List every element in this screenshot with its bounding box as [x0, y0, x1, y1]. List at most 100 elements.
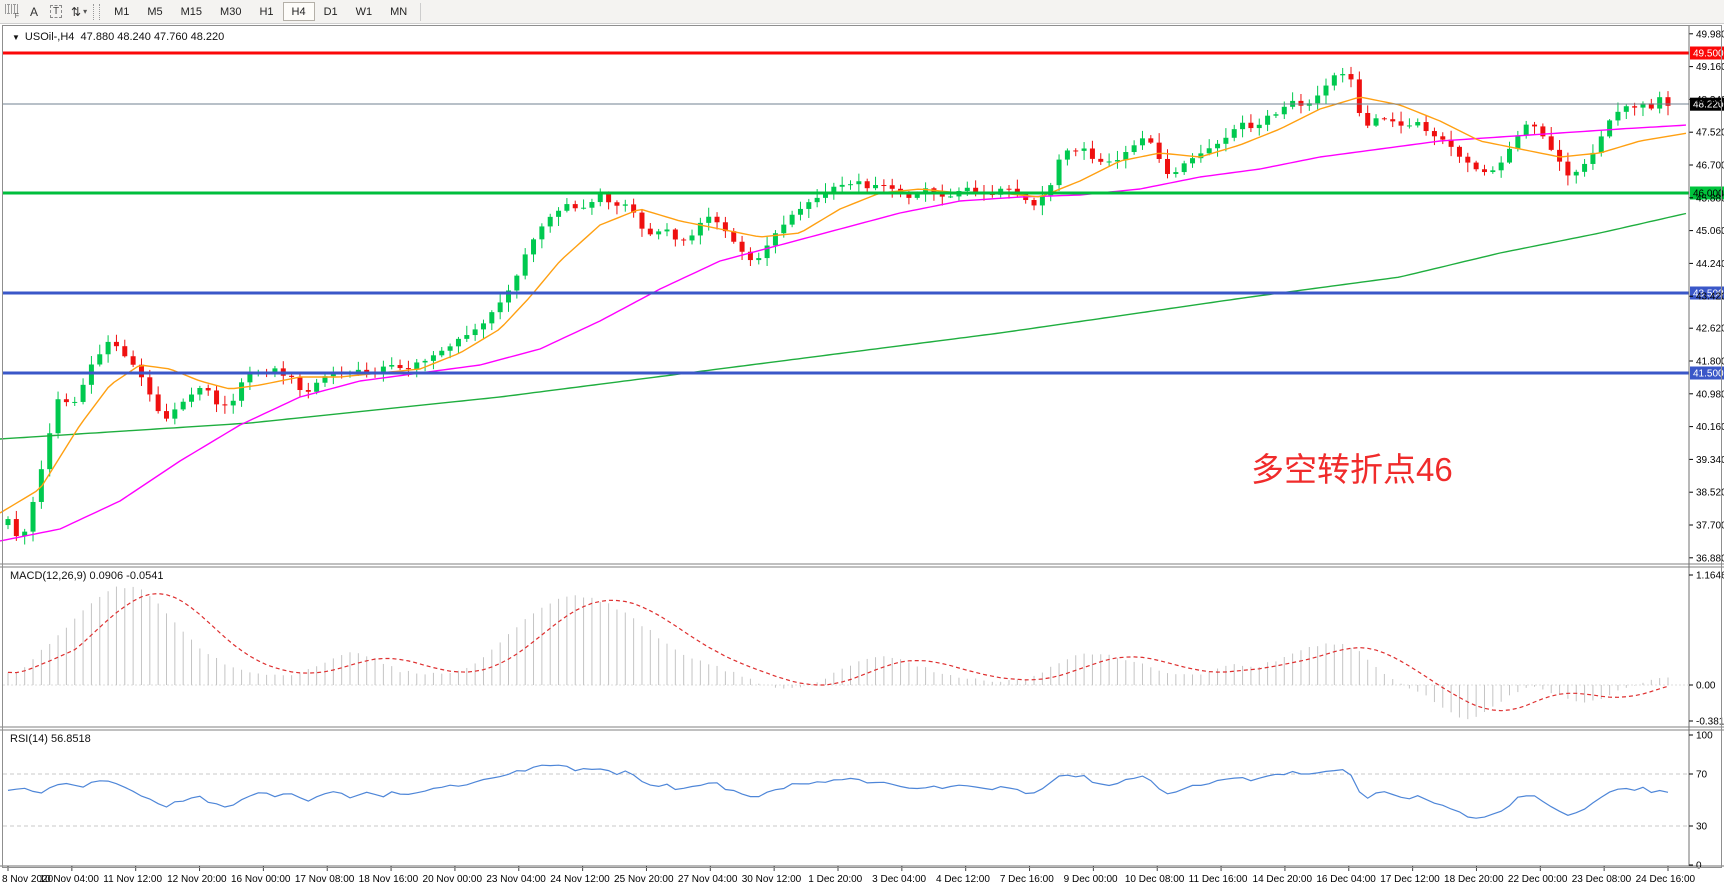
- ma-slow-line: [0, 212, 1687, 440]
- svg-text:48.340: 48.340: [1696, 95, 1724, 106]
- svg-text:17 Dec 12:00: 17 Dec 12:00: [1380, 874, 1440, 885]
- svg-text:11 Dec 16:00: 11 Dec 16:00: [1189, 874, 1248, 885]
- svg-text:37.700: 37.700: [1696, 521, 1724, 532]
- timeframe-h4-button[interactable]: H4: [282, 2, 315, 21]
- timeframe-m30-button[interactable]: M30: [211, 2, 250, 21]
- timeframe-w1-button[interactable]: W1: [347, 2, 382, 21]
- svg-text:7 Dec 16:00: 7 Dec 16:00: [1000, 874, 1054, 885]
- svg-text:46.700: 46.700: [1696, 161, 1724, 172]
- svg-text:41.800: 41.800: [1696, 357, 1724, 368]
- svg-text:14 Dec 20:00: 14 Dec 20:00: [1253, 874, 1313, 885]
- svg-text:49.500: 49.500: [1693, 49, 1724, 60]
- svg-text:43.500: 43.500: [1693, 289, 1724, 300]
- chevron-down-icon: ▾: [83, 7, 88, 16]
- svg-text:43.420: 43.420: [1696, 292, 1724, 303]
- toolbar-f-label: F: [14, 12, 19, 20]
- toolbar: F A T ⇅ ▾ M1 M5 M15 M30 H1 H4 D1 W1 MN: [0, 0, 1724, 24]
- macd-signal-line: [7, 592, 1669, 712]
- price-scale-badges: 49.500 48.220 46.000 43.500 41.500: [1690, 46, 1724, 380]
- svg-text:44.240: 44.240: [1696, 259, 1724, 270]
- svg-text:10 Dec 08:00: 10 Dec 08:00: [1125, 874, 1185, 885]
- timeframe-mn-button[interactable]: MN: [381, 2, 416, 21]
- svg-text:3 Dec 04:00: 3 Dec 04:00: [872, 874, 926, 885]
- macd-panel: 1.1646 0.00 -0.3812: [3, 571, 1724, 728]
- svg-text:1.1646: 1.1646: [1696, 571, 1724, 582]
- svg-text:18 Dec 20:00: 18 Dec 20:00: [1444, 874, 1504, 885]
- svg-text:24 Dec 16:00: 24 Dec 16:00: [1636, 874, 1696, 885]
- ma-mid-line: [0, 124, 1687, 542]
- svg-text:30 Nov 12:00: 30 Nov 12:00: [742, 874, 802, 885]
- svg-text:0.00: 0.00: [1696, 681, 1716, 692]
- svg-text:36.880: 36.880: [1696, 553, 1724, 564]
- svg-text:-0.3812: -0.3812: [1696, 717, 1724, 728]
- price-scale: 49.980 49.160 48.340 47.520 46.700 45.880 45.0…: [1689, 29, 1724, 564]
- price-badge-41.500: [1690, 366, 1724, 380]
- symbol-ohlc-title: USOil-,H4 47.880 48.240 47.760 48.220: [24, 31, 225, 43]
- price-badge-48.220: [1690, 97, 1724, 111]
- svg-text:10 Nov 04:00: 10 Nov 04:00: [39, 874, 99, 885]
- toolbar-separator: [420, 2, 422, 21]
- svg-text:11 Nov 12:00: 11 Nov 12:00: [103, 874, 162, 885]
- svg-text:23 Dec 08:00: 23 Dec 08:00: [1572, 874, 1632, 885]
- svg-text:49.980: 49.980: [1696, 29, 1724, 40]
- candles: [5, 66, 1671, 545]
- toolbar-drag-handle-icon[interactable]: F: [5, 3, 19, 20]
- svg-text:40.160: 40.160: [1696, 422, 1724, 433]
- timeframe-h1-button[interactable]: H1: [250, 2, 282, 21]
- svg-text:9 Dec 00:00: 9 Dec 00:00: [1064, 874, 1118, 885]
- svg-text:8 Nov 2020: 8 Nov 2020: [2, 874, 54, 885]
- arrows-tool-button[interactable]: ⇅ ▾: [67, 2, 91, 22]
- letter-t-icon: T: [49, 5, 63, 18]
- panel-dividers: [0, 26, 1724, 867]
- svg-text:4 Dec 12:00: 4 Dec 12:00: [936, 874, 990, 885]
- svg-text:23 Nov 04:00: 23 Nov 04:00: [486, 874, 546, 885]
- svg-text:70: 70: [1696, 770, 1708, 781]
- price-badge-43.500: [1690, 286, 1724, 300]
- svg-text:42.620: 42.620: [1696, 324, 1724, 335]
- svg-text:25 Nov 20:00: 25 Nov 20:00: [614, 874, 674, 885]
- timeframe-m5-button[interactable]: M5: [138, 2, 171, 21]
- svg-text:12 Nov 20:00: 12 Nov 20:00: [167, 874, 227, 885]
- svg-text:0: 0: [1696, 861, 1702, 872]
- svg-text:45.880: 45.880: [1696, 193, 1724, 204]
- symbol-dropdown-icon[interactable]: ▼: [12, 32, 20, 42]
- svg-text:18 Nov 16:00: 18 Nov 16:00: [359, 874, 419, 885]
- svg-text:39.340: 39.340: [1696, 455, 1724, 466]
- svg-text:27 Nov 04:00: 27 Nov 04:00: [678, 874, 738, 885]
- timeframe-m15-button[interactable]: M15: [172, 2, 211, 21]
- svg-text:30: 30: [1696, 822, 1708, 833]
- svg-text:41.500: 41.500: [1693, 369, 1724, 380]
- arrows-icon: ⇅: [71, 4, 82, 19]
- price-badge-46.000: [1690, 186, 1724, 200]
- svg-text:49.160: 49.160: [1696, 62, 1724, 73]
- ma-fast-line: [0, 96, 1687, 514]
- svg-text:46.000: 46.000: [1693, 189, 1724, 200]
- chart-canvas[interactable]: 49.500 48.220 46.000 43.500 41.500 49.980 49.1…: [0, 25, 1724, 893]
- toolbar-grip-icon[interactable]: [93, 3, 101, 20]
- svg-text:20 Nov 00:00: 20 Nov 00:00: [423, 874, 483, 885]
- text-label-a-button[interactable]: A: [23, 2, 45, 22]
- svg-text:40.980: 40.980: [1696, 389, 1724, 400]
- timeframe-d1-button[interactable]: D1: [315, 2, 347, 21]
- svg-text:16 Nov 00:00: 16 Nov 00:00: [231, 874, 291, 885]
- svg-text:1 Dec 20:00: 1 Dec 20:00: [808, 874, 862, 885]
- horizontal-lines: [3, 51, 1689, 375]
- chart-text-annotation: 多空转折点46: [1251, 451, 1453, 488]
- svg-text:38.520: 38.520: [1696, 488, 1724, 499]
- timeframe-m1-button[interactable]: M1: [105, 2, 138, 21]
- svg-text:22 Dec 00:00: 22 Dec 00:00: [1508, 874, 1568, 885]
- svg-text:45.060: 45.060: [1696, 226, 1724, 237]
- chart-window: 49.500 48.220 46.000 43.500 41.500 49.980 49.1…: [0, 25, 1724, 893]
- text-box-tool-button[interactable]: T: [45, 2, 67, 22]
- chart-symbol-header[interactable]: ▼ USOil-,H4 47.880 48.240 47.760 48.220: [12, 31, 224, 43]
- svg-text:24 Nov 12:00: 24 Nov 12:00: [550, 874, 610, 885]
- rsi-line: [7, 764, 1669, 819]
- svg-text:16 Dec 04:00: 16 Dec 04:00: [1316, 874, 1376, 885]
- svg-text:48.220: 48.220: [1693, 100, 1724, 111]
- svg-text:100: 100: [1696, 731, 1713, 742]
- grip-dots-icon: [5, 3, 18, 14]
- price-badge-49.500: [1690, 46, 1724, 60]
- svg-text:17 Nov 08:00: 17 Nov 08:00: [295, 874, 355, 885]
